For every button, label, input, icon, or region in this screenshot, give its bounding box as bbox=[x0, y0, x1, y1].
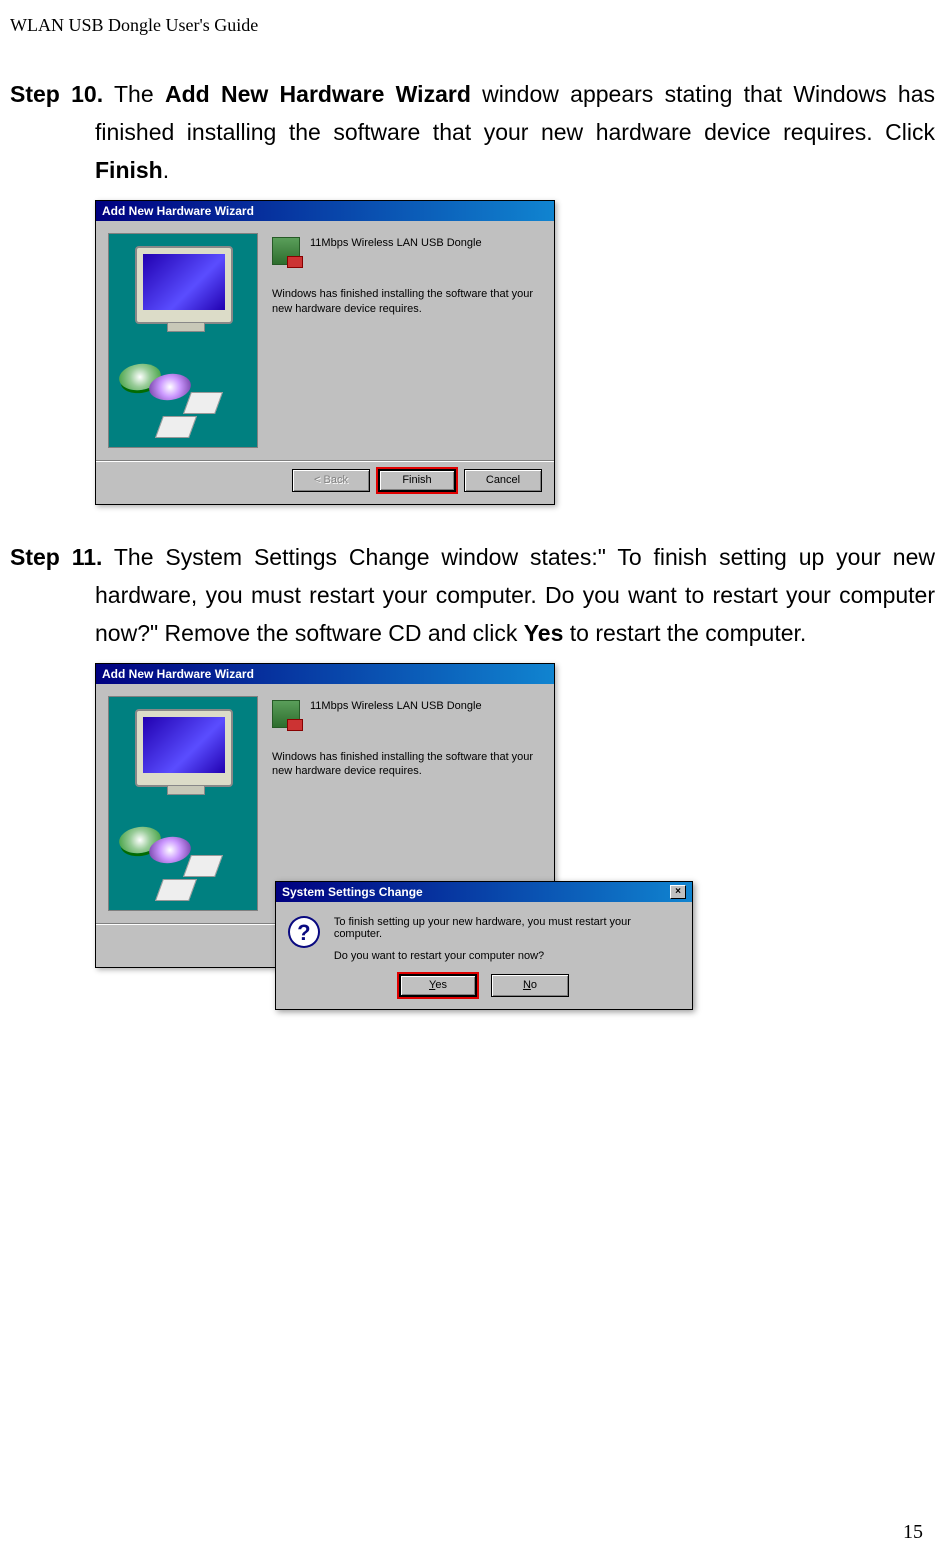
back-button: < Back bbox=[292, 469, 370, 492]
step10-bold1: Add New Hardware Wizard bbox=[165, 81, 471, 107]
paper-graphic-1b bbox=[183, 855, 223, 877]
step11-bold1: Yes bbox=[524, 620, 564, 646]
device-name-2: 11Mbps Wireless LAN USB Dongle bbox=[310, 700, 482, 712]
wizard1-button-row: < Back Finish Cancel bbox=[96, 460, 554, 504]
syschange-title: System Settings Change bbox=[282, 885, 423, 899]
monitor-screen bbox=[143, 254, 225, 310]
syschange-text: To finish setting up your new hardware, … bbox=[334, 916, 680, 962]
syschange-body: ? To finish setting up your new hardware… bbox=[276, 902, 692, 970]
step10-bold2: Finish bbox=[95, 157, 163, 183]
wizard1-titlebar: Add New Hardware Wizard bbox=[96, 201, 554, 221]
device-icon bbox=[272, 237, 300, 265]
wizard2-right: 11Mbps Wireless LAN USB Dongle Windows h… bbox=[272, 696, 542, 911]
step10-t3: . bbox=[163, 157, 169, 183]
header-title: WLAN USB Dongle User's Guide bbox=[10, 15, 258, 35]
syschange-line2: Do you want to restart your computer now… bbox=[334, 950, 680, 962]
wizard2-titlebar: Add New Hardware Wizard bbox=[96, 664, 554, 684]
wizard1-body: 11Mbps Wireless LAN USB Dongle Windows h… bbox=[96, 221, 554, 460]
wizard1-message: Windows has finished installing the soft… bbox=[272, 287, 542, 317]
monitor-graphic bbox=[135, 246, 233, 324]
wizard2-message: Windows has finished installing the soft… bbox=[272, 750, 542, 780]
step11-t2: to restart the computer. bbox=[563, 620, 806, 646]
paper-graphic-2 bbox=[155, 416, 197, 438]
yes-button[interactable]: Yes bbox=[399, 974, 477, 997]
monitor-graphic-2 bbox=[135, 709, 233, 787]
window-stack: Add New Hardware Wizard bbox=[95, 663, 625, 968]
cancel-button[interactable]: Cancel bbox=[464, 469, 542, 492]
wizard1-right: 11Mbps Wireless LAN USB Dongle Windows h… bbox=[272, 233, 542, 448]
step10-label: Step 10. bbox=[10, 81, 103, 107]
syschange-line1: To finish setting up your new hardware, … bbox=[334, 916, 680, 940]
device-icon-2 bbox=[272, 700, 300, 728]
step10-text: Step 10. The Add New Hardware Wizard win… bbox=[10, 76, 935, 190]
syschange-button-row: Yes No bbox=[276, 970, 692, 1009]
step11-label: Step 11. bbox=[10, 544, 102, 570]
wizard2-title: Add New Hardware Wizard bbox=[102, 667, 254, 681]
paper-graphic-2b bbox=[155, 879, 197, 901]
monitor-base bbox=[167, 322, 205, 332]
step11-text: Step 11. The System Settings Change wind… bbox=[10, 539, 935, 653]
paper-graphic-1 bbox=[183, 392, 223, 414]
device-row: 11Mbps Wireless LAN USB Dongle bbox=[272, 237, 542, 265]
finish-button[interactable]: Finish bbox=[378, 469, 456, 492]
page-header: WLAN USB Dongle User's Guide bbox=[0, 0, 945, 36]
page-number: 15 bbox=[903, 1521, 923, 1544]
step11-t1: The System Settings Change window states… bbox=[95, 544, 935, 646]
system-settings-change-dialog: System Settings Change × ? To finish set… bbox=[275, 881, 693, 1010]
question-icon: ? bbox=[288, 916, 320, 948]
device-row-2: 11Mbps Wireless LAN USB Dongle bbox=[272, 700, 542, 728]
wizard1-title: Add New Hardware Wizard bbox=[102, 204, 254, 218]
wizard-window-1: Add New Hardware Wizard 11Mbps bbox=[95, 200, 555, 505]
wizard2-side-graphic bbox=[108, 696, 258, 911]
syschange-titlebar: System Settings Change × bbox=[276, 882, 692, 902]
device-name: 11Mbps Wireless LAN USB Dongle bbox=[310, 237, 482, 249]
step-11: Step 11. The System Settings Change wind… bbox=[10, 539, 935, 968]
step-10: Step 10. The Add New Hardware Wizard win… bbox=[10, 76, 935, 505]
monitor-screen-2 bbox=[143, 717, 225, 773]
content: Step 10. The Add New Hardware Wizard win… bbox=[0, 36, 945, 968]
monitor-base-2 bbox=[167, 785, 205, 795]
close-icon[interactable]: × bbox=[670, 885, 686, 899]
step10-t1: The bbox=[103, 81, 165, 107]
no-button[interactable]: No bbox=[491, 974, 569, 997]
wizard-side-graphic bbox=[108, 233, 258, 448]
